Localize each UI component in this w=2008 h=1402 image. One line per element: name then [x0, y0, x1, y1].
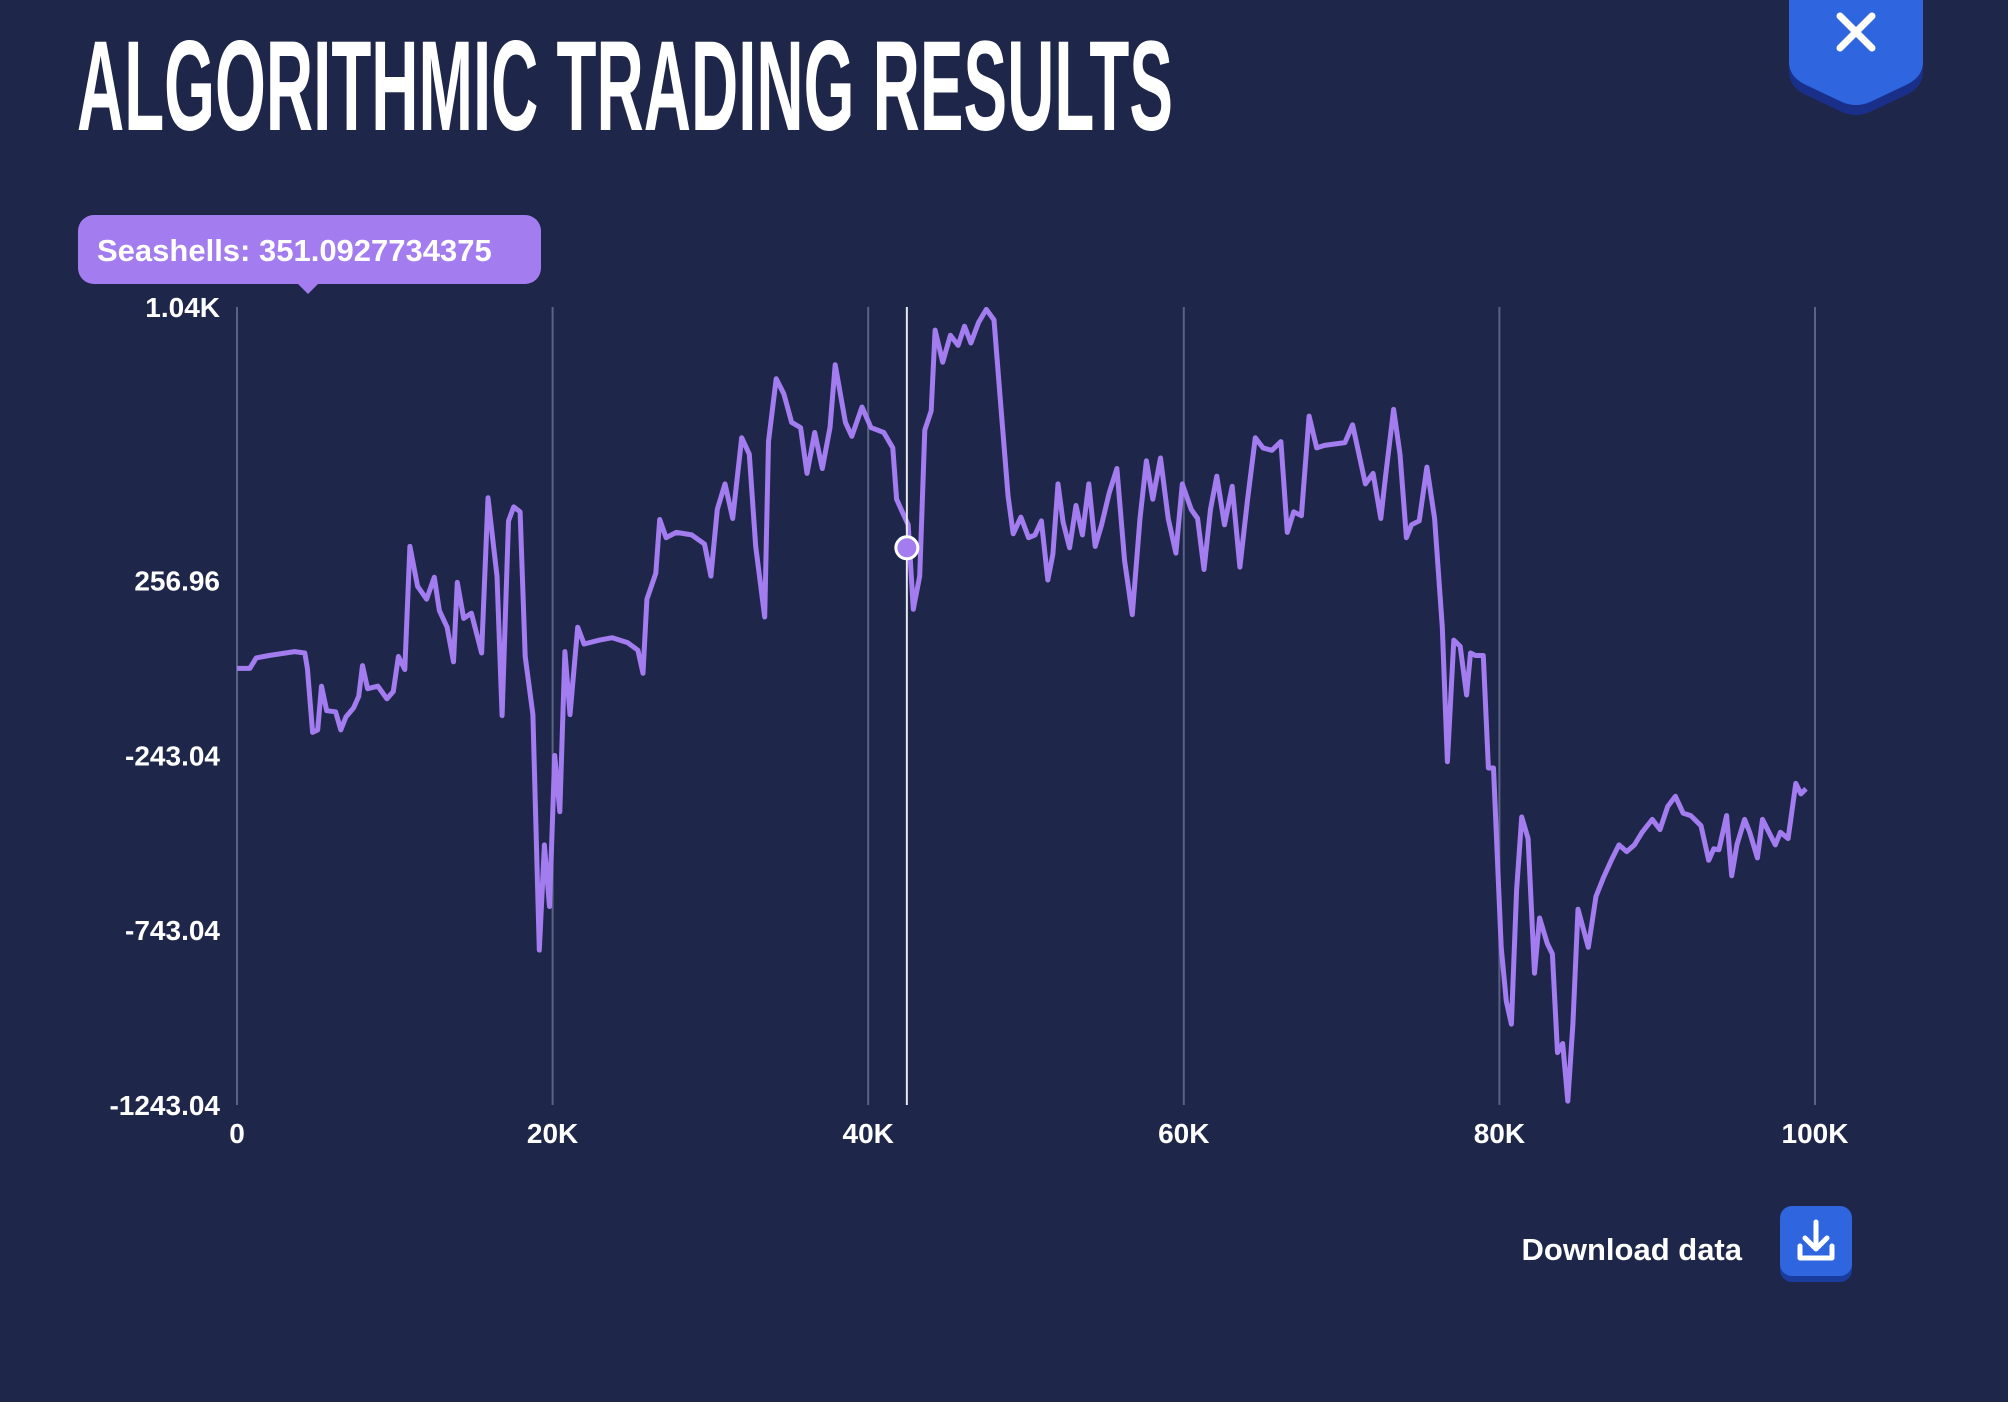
y-tick-label: 256.96	[134, 566, 220, 597]
x-tick-label: 20K	[527, 1118, 578, 1149]
download-icon	[1797, 1219, 1835, 1261]
tooltip-text: Seashells: 351.0927734375	[97, 233, 492, 268]
x-tick-label: 100K	[1782, 1118, 1849, 1149]
download-row: Download data	[1522, 1206, 1852, 1282]
x-tick-label: 0	[229, 1118, 245, 1149]
close-button[interactable]	[1789, 0, 1923, 115]
y-tick-label: -743.04	[125, 915, 220, 946]
x-tick-label: 80K	[1474, 1118, 1525, 1149]
y-tick-label: 1.04K	[145, 292, 220, 323]
download-button[interactable]	[1780, 1206, 1852, 1282]
x-tick-label: 40K	[843, 1118, 894, 1149]
close-icon	[1836, 12, 1876, 52]
chart-title: ALGORITHMIC TRADING RESULTS	[77, 15, 1173, 158]
download-label: Download data	[1522, 1232, 1743, 1267]
tooltip: Seashells: 351.0927734375	[78, 215, 541, 294]
y-tick-label: -243.04	[125, 740, 220, 771]
hover-point	[894, 535, 920, 561]
x-tick-label: 60K	[1158, 1118, 1209, 1149]
line-series	[237, 306, 1808, 1104]
tooltip-pointer	[297, 283, 319, 294]
close-button-face	[1789, 0, 1923, 105]
tooltip-box	[78, 215, 541, 284]
y-tick-label: -1243.04	[109, 1090, 220, 1121]
